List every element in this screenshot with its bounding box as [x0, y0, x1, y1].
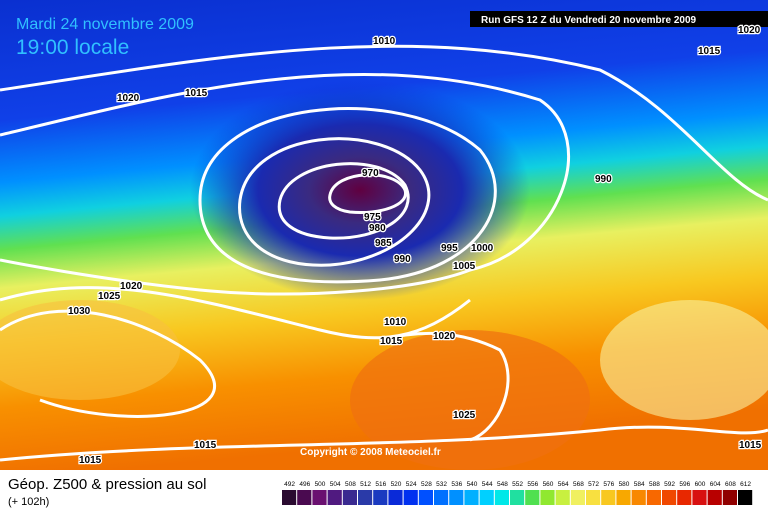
- scale-label: 600: [695, 481, 706, 488]
- isobar-label: 1025: [98, 291, 121, 302]
- isobar-label: 1015: [739, 440, 762, 451]
- run-box: [470, 11, 768, 27]
- scale-swatch: [282, 490, 297, 505]
- scale-swatch: [525, 490, 540, 505]
- isobar-label: 1010: [373, 36, 396, 47]
- scale-label: 584: [634, 481, 645, 488]
- scale-swatch: [540, 490, 555, 505]
- scale-swatch: [616, 490, 631, 505]
- scale-swatch: [510, 490, 525, 505]
- scale-swatch: [722, 490, 737, 505]
- scale-swatch: [707, 490, 722, 505]
- isobar-label: 1030: [68, 306, 91, 317]
- isobar-label: 1005: [453, 261, 476, 272]
- scale-swatch: [388, 490, 403, 505]
- scale-swatch: [373, 490, 388, 505]
- scale-label: 596: [679, 481, 690, 488]
- scale-label: 548: [497, 481, 508, 488]
- legend-subtitle: (+ 102h): [8, 496, 49, 508]
- scale-label: 552: [512, 481, 523, 488]
- isobar-label: 1020: [738, 25, 761, 36]
- scale-swatch: [358, 490, 373, 505]
- scale-label: 516: [375, 481, 386, 488]
- scale-label: 556: [527, 481, 538, 488]
- isobar-label: 1020: [120, 281, 143, 292]
- scale-label: 612: [740, 481, 751, 488]
- isobar-label: 1015: [79, 455, 102, 466]
- scale-label: 508: [345, 481, 356, 488]
- scale-label: 560: [543, 481, 554, 488]
- scale-label: 512: [360, 481, 371, 488]
- scale-label: 524: [406, 481, 417, 488]
- scale-label: 604: [710, 481, 721, 488]
- isobar-label: 990: [595, 174, 612, 185]
- run-info: Run GFS 12 Z du Vendredi 20 novembre 200…: [481, 15, 697, 26]
- scale-label: 500: [315, 481, 326, 488]
- scale-label: 608: [725, 481, 736, 488]
- scale-swatch: [327, 490, 342, 505]
- scale-label: 588: [649, 481, 660, 488]
- isobar-label: 990: [394, 254, 411, 265]
- scale-swatch: [479, 490, 494, 505]
- scale-swatch: [677, 490, 692, 505]
- isobar-label: 1020: [433, 331, 456, 342]
- scale-swatch: [434, 490, 449, 505]
- isobar-label: 1000: [471, 243, 494, 254]
- scale-label: 536: [451, 481, 462, 488]
- scale-label: 520: [391, 481, 402, 488]
- scale-swatch: [449, 490, 464, 505]
- scale-label: 492: [284, 481, 295, 488]
- scale-swatch: [738, 490, 753, 505]
- isobar-label: 1015: [185, 88, 208, 99]
- scale-label: 592: [664, 481, 675, 488]
- scale-label: 504: [330, 481, 341, 488]
- isobar-label: 995: [441, 243, 458, 254]
- isobar-label: 1015: [380, 336, 403, 347]
- scale-label: 572: [588, 481, 599, 488]
- scale-label: 576: [603, 481, 614, 488]
- map-background: [0, 0, 768, 470]
- legend-title: Géop. Z500 & pression au sol: [8, 476, 206, 493]
- scale-label: 580: [619, 481, 630, 488]
- scale-swatch: [555, 490, 570, 505]
- copyright: Copyright © 2008 Meteociel.fr: [300, 447, 441, 458]
- scale-swatch: [692, 490, 707, 505]
- scale-swatch: [297, 490, 312, 505]
- scale-swatch: [312, 490, 327, 505]
- scale-swatch: [601, 490, 616, 505]
- time: 19:00 locale: [16, 36, 129, 59]
- isobar-label: 1010: [384, 317, 407, 328]
- isobar-label: 1025: [453, 410, 476, 421]
- scale-swatch: [464, 490, 479, 505]
- scale-swatch: [570, 490, 585, 505]
- isobar-label: 975: [364, 212, 381, 223]
- scale-label: 564: [558, 481, 569, 488]
- date: Mardi 24 novembre 2009: [16, 16, 194, 33]
- color-scale: 492 496 500 504 508 512 516 520 524 528 532 536 540 5…: [282, 481, 753, 505]
- isobar-label: 985: [375, 238, 392, 249]
- scale-swatch: [662, 490, 677, 505]
- scale-swatch: [342, 490, 357, 505]
- scale-label: 528: [421, 481, 432, 488]
- scale-label: 568: [573, 481, 584, 488]
- scale-swatch: [646, 490, 661, 505]
- isobar-label: 1015: [698, 46, 721, 57]
- scale-label: 540: [467, 481, 478, 488]
- isobar-label: 980: [369, 223, 386, 234]
- scale-swatch: [494, 490, 509, 505]
- scale-label: 496: [299, 481, 310, 488]
- scale-swatch: [586, 490, 601, 505]
- scale-label: 532: [436, 481, 447, 488]
- scale-label: 544: [482, 481, 493, 488]
- isobar-label: 1020: [117, 93, 140, 104]
- scale-swatch: [403, 490, 418, 505]
- scale-swatch: [631, 490, 646, 505]
- isobar-label: 970: [362, 168, 379, 179]
- isobar-label: 1015: [194, 440, 217, 451]
- scale-swatch: [418, 490, 433, 505]
